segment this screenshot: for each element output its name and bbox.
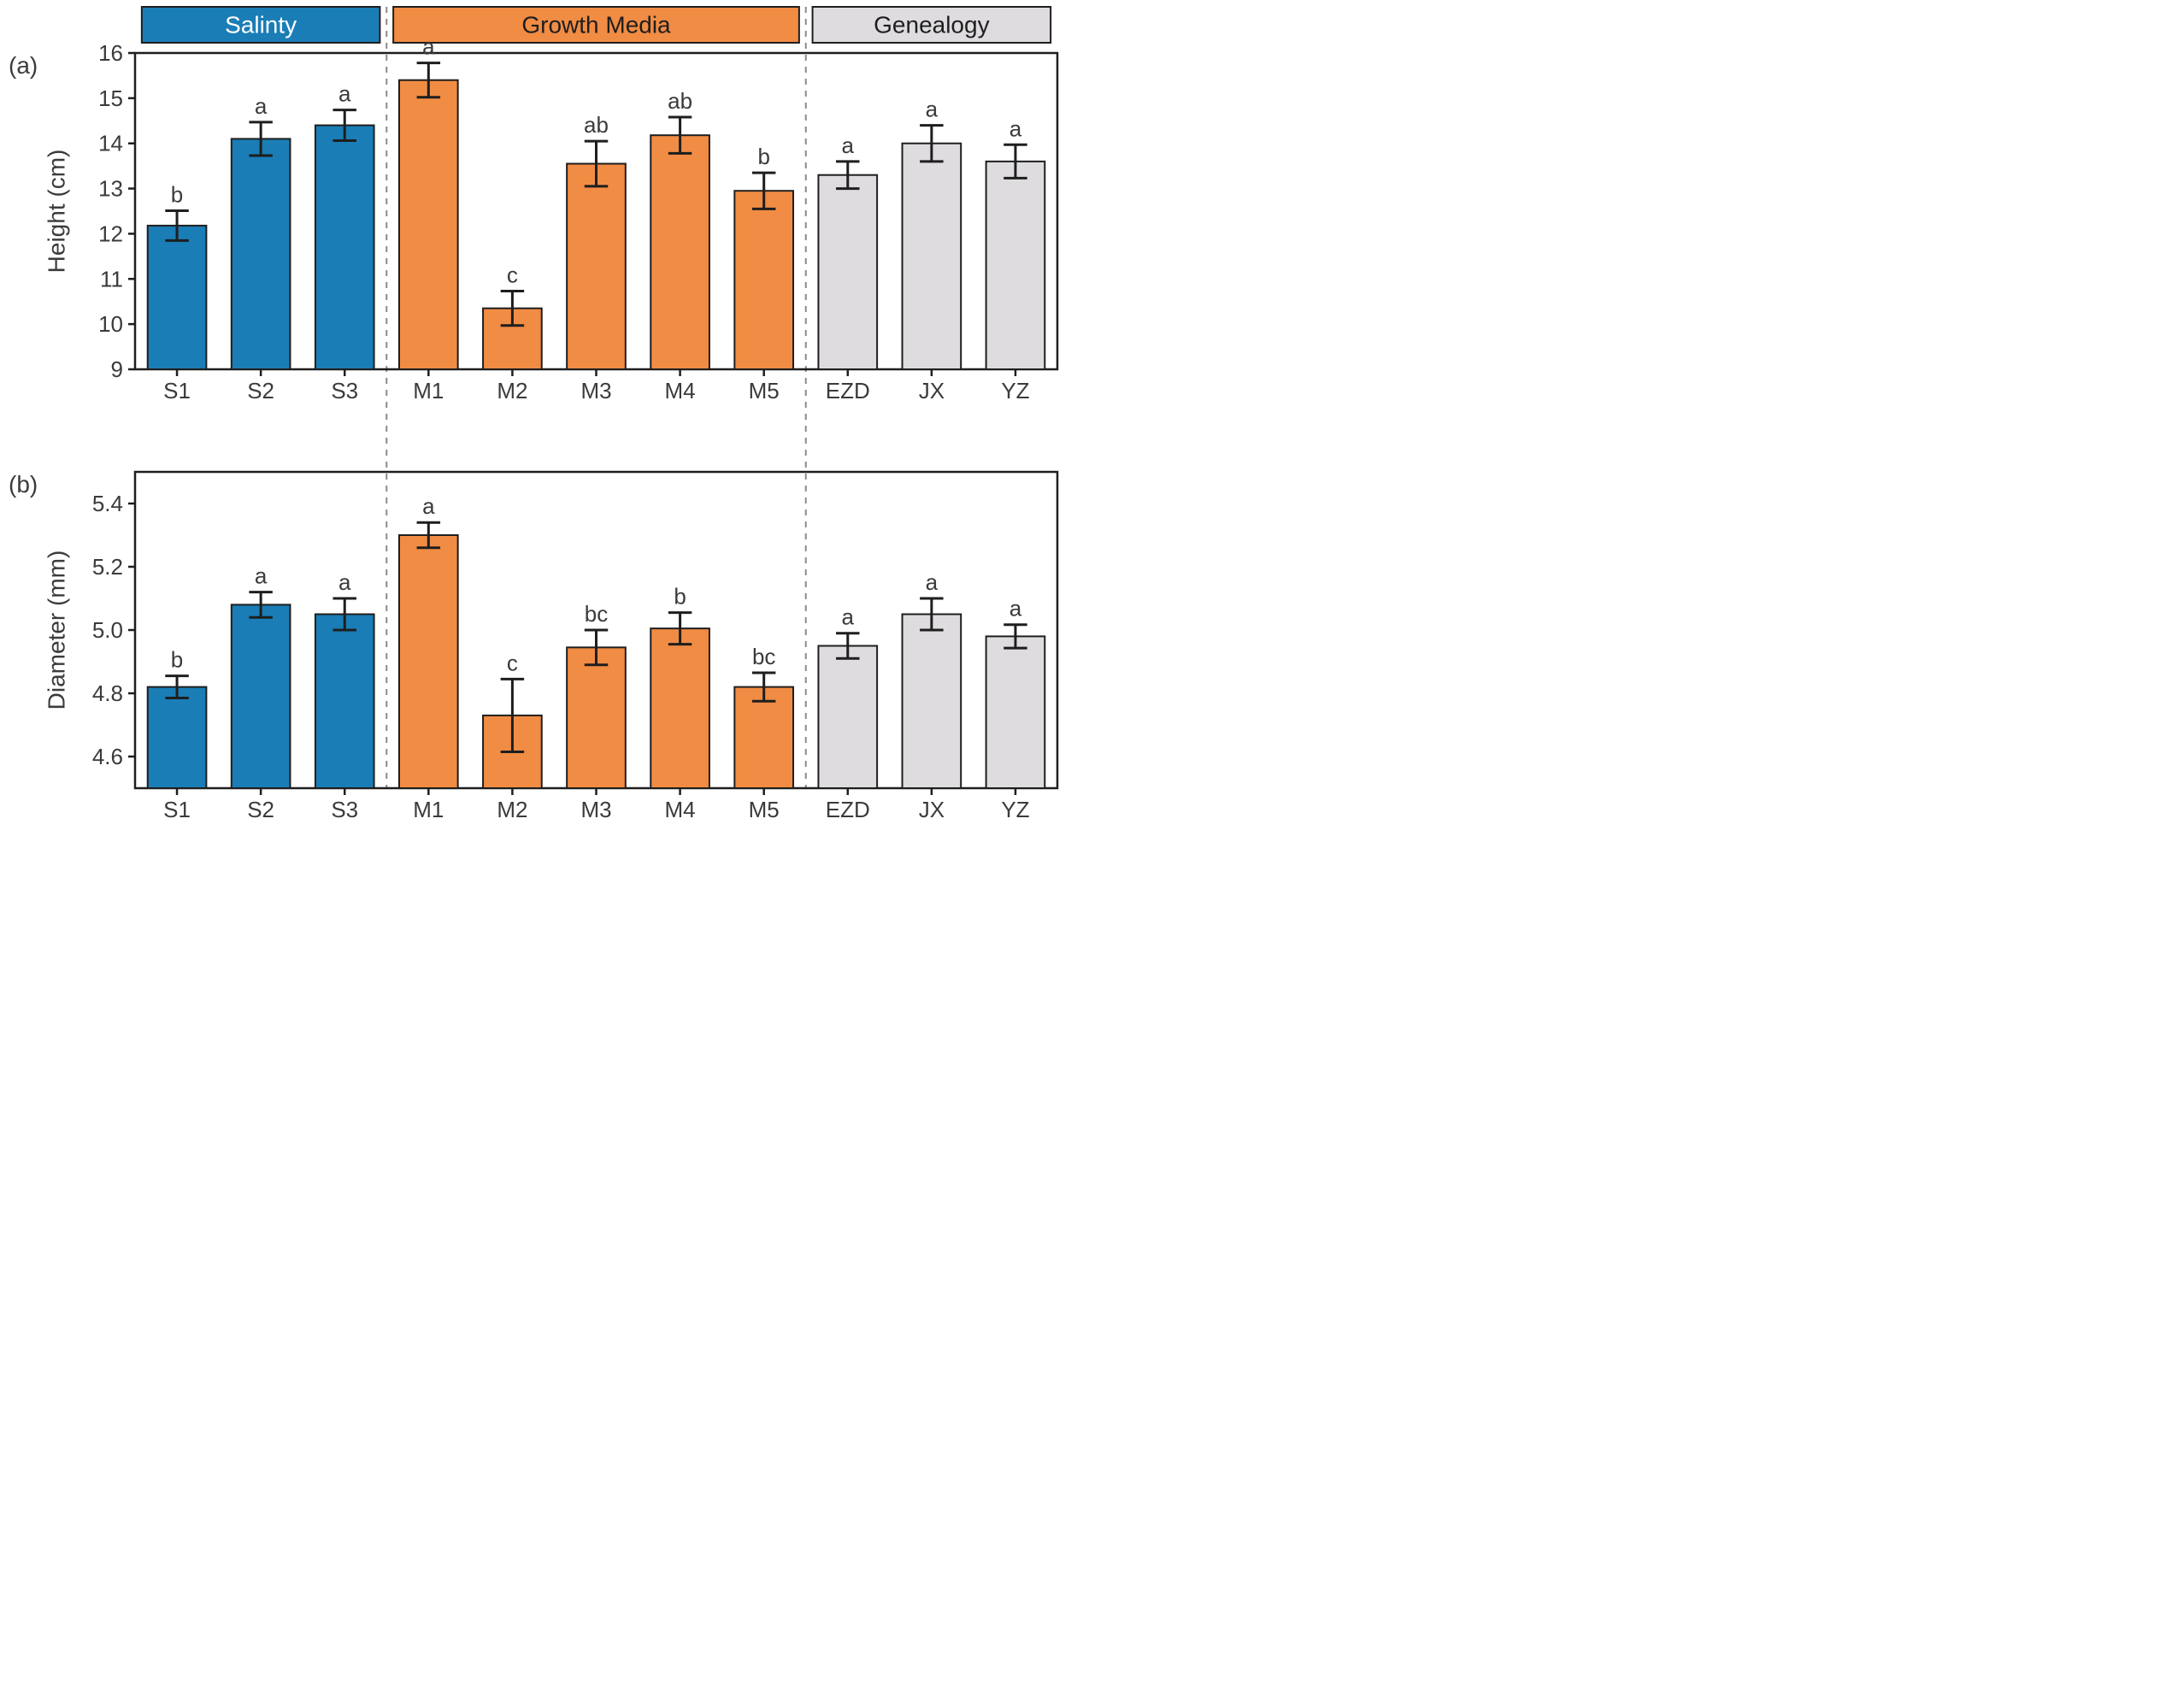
y-tick-label: 12 bbox=[98, 221, 123, 246]
y-tick-label: 15 bbox=[98, 85, 123, 111]
significance-label: bc bbox=[585, 601, 608, 627]
svg-text:Salinty: Salinty bbox=[225, 12, 297, 38]
significance-label: c bbox=[507, 262, 518, 288]
x-tick-label: S2 bbox=[247, 378, 274, 403]
y-axis-label: Height (cm) bbox=[44, 150, 70, 274]
x-tick-label: M3 bbox=[580, 797, 611, 822]
svg-text:Growth Media: Growth Media bbox=[521, 12, 671, 38]
panel-label: (b) bbox=[9, 471, 38, 498]
x-tick-label: EZD bbox=[826, 378, 870, 403]
significance-label: ab bbox=[668, 88, 692, 114]
significance-label: a bbox=[338, 569, 351, 595]
y-tick-label: 14 bbox=[98, 131, 123, 156]
x-tick-label: M1 bbox=[413, 378, 444, 403]
significance-label: a bbox=[1009, 596, 1022, 621]
x-tick-label: M3 bbox=[580, 378, 611, 403]
y-tick-label: 4.8 bbox=[92, 680, 123, 706]
significance-label: a bbox=[255, 93, 268, 119]
significance-label: a bbox=[926, 97, 939, 122]
significance-label: a bbox=[842, 604, 855, 630]
x-tick-label: S3 bbox=[331, 797, 358, 822]
significance-label: ab bbox=[584, 112, 609, 138]
y-tick-label: 5.2 bbox=[92, 554, 123, 580]
y-tick-label: 9 bbox=[111, 356, 123, 382]
x-tick-label: S1 bbox=[163, 378, 191, 403]
x-tick-label: EZD bbox=[826, 797, 870, 822]
x-tick-label: S2 bbox=[247, 797, 274, 822]
x-tick-label: M2 bbox=[497, 797, 527, 822]
significance-label: b bbox=[171, 647, 183, 673]
x-tick-label: M5 bbox=[749, 378, 780, 403]
bar: a bbox=[399, 34, 458, 369]
significance-label: c bbox=[507, 650, 518, 675]
significance-label: b bbox=[757, 144, 769, 169]
figure-container: Salinty Growth Media Genealogy (a) 9 10 11 12 13… bbox=[0, 0, 2166, 854]
x-tick-label: YZ bbox=[1001, 378, 1029, 403]
significance-label: a bbox=[1009, 115, 1022, 141]
significance-label: a bbox=[926, 569, 939, 595]
y-tick-label: 13 bbox=[98, 176, 123, 202]
y-tick-label: 5.0 bbox=[92, 617, 123, 643]
x-tick-label: S1 bbox=[163, 797, 191, 822]
y-tick-label: 5.4 bbox=[92, 491, 123, 516]
y-tick-label: 4.6 bbox=[92, 744, 123, 769]
significance-label: a bbox=[338, 81, 351, 107]
x-tick-label: M1 bbox=[413, 797, 444, 822]
svg-text:Genealogy: Genealogy bbox=[874, 12, 989, 38]
x-tick-label: M5 bbox=[749, 797, 780, 822]
significance-label: a bbox=[842, 133, 855, 158]
y-tick-label: 10 bbox=[98, 311, 123, 337]
x-tick-label: M4 bbox=[665, 797, 696, 822]
header-box: Growth Media bbox=[393, 7, 799, 43]
panel-label: (a) bbox=[9, 52, 38, 79]
x-tick-label: JX bbox=[919, 378, 945, 403]
significance-label: b bbox=[171, 181, 183, 207]
significance-label: b bbox=[674, 584, 686, 610]
x-tick-label: JX bbox=[919, 797, 945, 822]
header-box: Salinty bbox=[142, 7, 380, 43]
significance-label: a bbox=[422, 493, 435, 519]
x-tick-label: M2 bbox=[497, 378, 527, 403]
significance-label: bc bbox=[752, 644, 775, 669]
x-tick-label: M4 bbox=[665, 378, 696, 403]
significance-label: a bbox=[255, 563, 268, 589]
bar: a bbox=[399, 493, 458, 788]
y-tick-label: 16 bbox=[98, 40, 123, 66]
y-axis-label: Diameter (mm) bbox=[44, 551, 70, 710]
x-tick-label: S3 bbox=[331, 378, 358, 403]
x-tick-label: YZ bbox=[1001, 797, 1029, 822]
header-box: Genealogy bbox=[813, 7, 1051, 43]
significance-label: a bbox=[422, 34, 435, 60]
y-tick-label: 11 bbox=[100, 266, 123, 292]
